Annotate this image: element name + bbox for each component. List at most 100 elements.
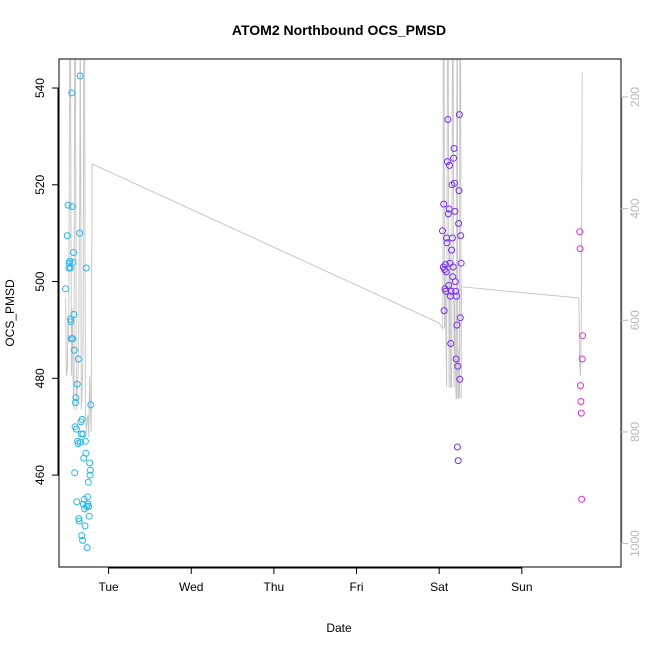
right-tick-label-0: 200 bbox=[628, 87, 642, 107]
data-point-s1-15 bbox=[445, 205, 453, 213]
data-point-s0-34 bbox=[78, 532, 86, 540]
right-tick-label-1: 400 bbox=[628, 198, 642, 218]
data-point-s2-5 bbox=[578, 495, 586, 503]
x-tick-label-0: Tue bbox=[98, 580, 119, 594]
data-point-s1-43 bbox=[457, 232, 465, 240]
data-point-s0-8 bbox=[67, 318, 75, 326]
data-point-s1-10 bbox=[443, 239, 451, 247]
data-point-s0-13 bbox=[69, 258, 77, 266]
data-point-s0-12 bbox=[69, 335, 77, 343]
data-point-s0-23 bbox=[73, 380, 81, 388]
data-point-s0-10 bbox=[68, 89, 76, 97]
y-axis-label: OCS_PMSD bbox=[3, 279, 17, 347]
data-point-s0-14 bbox=[70, 249, 77, 256]
data-point-s1-16 bbox=[446, 161, 453, 169]
data-point-s2-6 bbox=[578, 355, 586, 363]
data-point-s0-47 bbox=[83, 544, 91, 552]
data-point-s1-40 bbox=[455, 111, 463, 119]
data-point-s1-6 bbox=[441, 261, 449, 269]
data-point-s0-30 bbox=[76, 72, 84, 80]
data-point-s1-28 bbox=[451, 179, 458, 187]
y-tick-label-3: 520 bbox=[33, 174, 47, 194]
data-point-s1-34 bbox=[453, 321, 461, 329]
plot-frame bbox=[58, 58, 622, 568]
data-point-s0-53 bbox=[86, 459, 94, 467]
data-point-s1-23 bbox=[448, 234, 456, 242]
data-point-s0-16 bbox=[70, 346, 78, 354]
x-axis-label: Date bbox=[326, 621, 352, 635]
data-point-s0-21 bbox=[72, 425, 80, 433]
y-tick-label-1: 480 bbox=[33, 368, 47, 388]
data-point-s0-27 bbox=[75, 515, 83, 523]
right-axis: 200 400 600 800 1000 bbox=[621, 87, 642, 557]
data-point-s1-32 bbox=[452, 355, 460, 363]
data-point-s0-44 bbox=[82, 449, 90, 457]
data-point-s0-28 bbox=[75, 517, 83, 525]
right-tick-label-4: 1000 bbox=[628, 530, 642, 557]
data-point-s0-52 bbox=[85, 512, 93, 520]
data-point-s1-29 bbox=[451, 207, 459, 215]
data-point-s0-45 bbox=[82, 264, 90, 272]
y-axis: 460 480 500 520 540 bbox=[33, 78, 59, 485]
data-point-s0-11 bbox=[68, 203, 76, 211]
x-tick-label-4: Sat bbox=[430, 580, 449, 594]
data-point-s1-26 bbox=[450, 154, 458, 162]
data-point-s0-17 bbox=[71, 469, 79, 477]
data-point-s2-0 bbox=[576, 228, 584, 236]
data-point-s1-3 bbox=[440, 307, 448, 315]
data-point-s0-36 bbox=[79, 536, 87, 544]
data-point-s1-41 bbox=[456, 375, 464, 383]
data-point-s0-51 bbox=[85, 503, 93, 510]
data-point-s1-19 bbox=[447, 340, 455, 347]
data-point-s0-2 bbox=[64, 201, 72, 209]
right-tick-label-2: 600 bbox=[628, 310, 642, 330]
x-tick-label-1: Wed bbox=[179, 580, 203, 594]
data-point-s0-35 bbox=[78, 415, 86, 423]
data-point-s1-37 bbox=[454, 457, 462, 465]
data-point-s0-50 bbox=[84, 478, 92, 486]
data-point-s1-0 bbox=[439, 227, 446, 235]
data-point-s0-5 bbox=[66, 257, 74, 265]
data-point-s1-7 bbox=[442, 287, 450, 295]
y-tick-label-2: 500 bbox=[33, 271, 47, 291]
data-point-s1-44 bbox=[457, 259, 465, 267]
x-tick-label-3: Fri bbox=[350, 580, 364, 594]
data-point-s1-35 bbox=[453, 443, 461, 451]
data-point-s1-13 bbox=[444, 210, 452, 218]
data-point-s0-0 bbox=[62, 285, 70, 293]
y-tick-label-0: 460 bbox=[33, 465, 47, 485]
data-point-s0-22 bbox=[73, 498, 81, 506]
data-point-s0-1 bbox=[63, 232, 71, 240]
data-point-s1-33 bbox=[453, 292, 460, 300]
data-point-s1-25 bbox=[449, 263, 457, 271]
data-point-s2-7 bbox=[579, 332, 587, 340]
y-tick-label-4: 540 bbox=[33, 78, 47, 98]
data-point-s0-19 bbox=[72, 399, 79, 406]
data-point-s2-3 bbox=[577, 398, 585, 405]
data-point-s0-6 bbox=[66, 264, 74, 272]
data-point-s2-4 bbox=[577, 409, 585, 417]
data-point-s1-42 bbox=[456, 314, 464, 322]
data-point-s2-1 bbox=[576, 245, 584, 253]
data-point-s1-36 bbox=[454, 362, 462, 370]
data-point-s0-7 bbox=[67, 315, 75, 323]
data-point-s0-15 bbox=[70, 311, 78, 318]
x-tick-label-2: Thu bbox=[264, 580, 285, 594]
x-tick-label-5: Sun bbox=[511, 580, 532, 594]
data-point-s0-42 bbox=[81, 522, 89, 530]
points-layer bbox=[62, 72, 587, 552]
data-point-s1-14 bbox=[445, 281, 453, 289]
data-point-s0-20 bbox=[72, 394, 80, 402]
data-point-s0-37 bbox=[79, 430, 87, 438]
data-point-s0-26 bbox=[74, 355, 82, 363]
data-point-s0-55 bbox=[86, 466, 94, 474]
data-point-s1-27 bbox=[450, 145, 458, 152]
data-point-s1-2 bbox=[440, 200, 448, 208]
data-point-s0-24 bbox=[74, 437, 82, 445]
data-point-s1-8 bbox=[442, 268, 450, 276]
data-point-s0-56 bbox=[87, 401, 95, 409]
data-point-s1-38 bbox=[455, 220, 463, 227]
chart-title: ATOM2 Northbound OCS_PMSD bbox=[232, 22, 446, 38]
